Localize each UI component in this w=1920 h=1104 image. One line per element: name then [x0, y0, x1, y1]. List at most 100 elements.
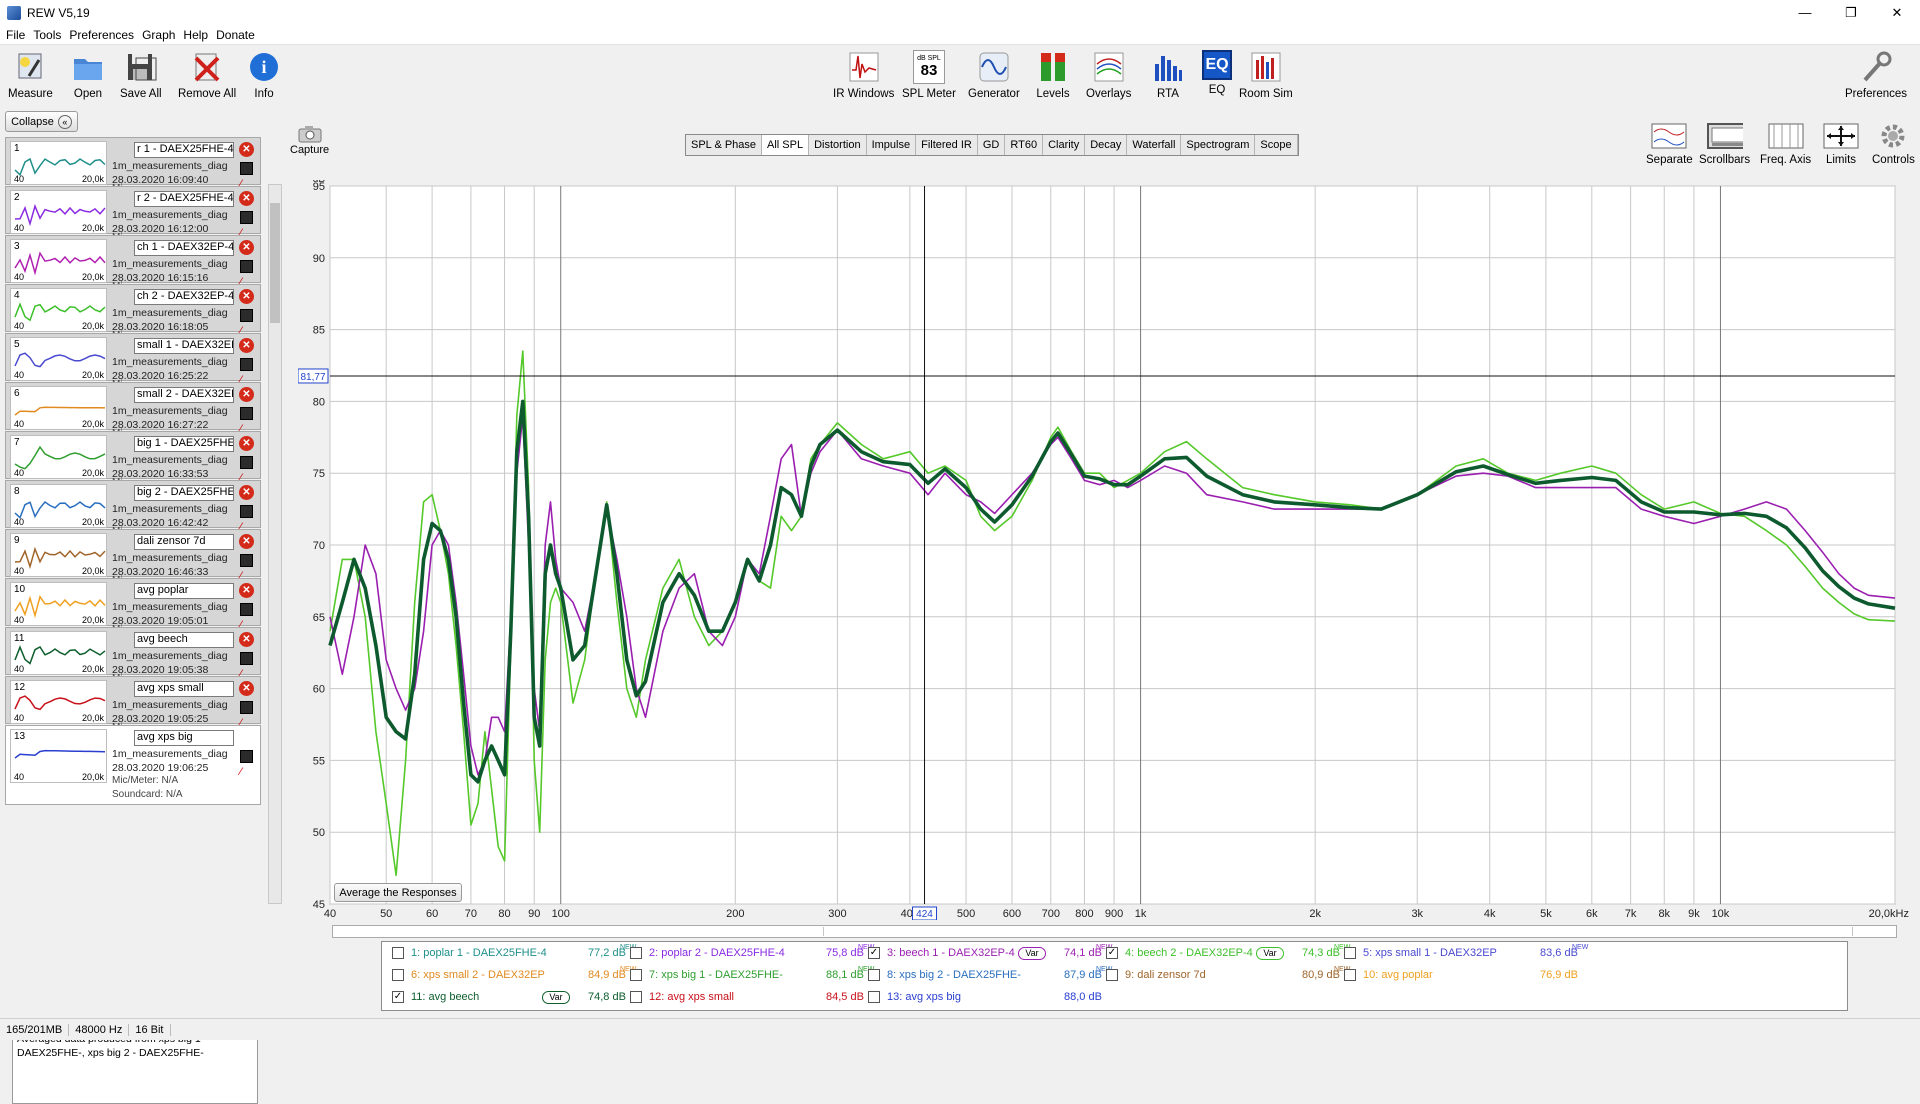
edit-info-icon[interactable] — [240, 750, 253, 763]
info-button[interactable]: i Info — [246, 50, 282, 100]
remove-measurement-icon[interactable]: ✕ — [239, 240, 254, 255]
legend-item[interactable]: 9: dali zensor 7d 80,9 dB NEW — [1106, 966, 1350, 981]
measurement-name-field[interactable]: ch 1 - DAEX32EP-4 — [134, 240, 234, 256]
legend-item[interactable]: ✓ 4: beech 2 - DAEX32EP-4 Var 74,3 dB NEW — [1106, 944, 1350, 960]
measurement-name-field[interactable]: avg xps small — [134, 681, 234, 697]
capture-button[interactable]: Capture — [290, 124, 329, 156]
measurement-row[interactable]: 8 40 20,0k big 2 - DAEX25FHE- 1m_measurement… — [5, 480, 261, 537]
edit-info-icon[interactable] — [240, 652, 253, 665]
preferences-button[interactable]: Preferences — [1845, 50, 1907, 100]
remove-measurement-icon[interactable]: ✕ — [239, 436, 254, 451]
measurements-scrollbar[interactable] — [268, 184, 282, 904]
tab-filtered-ir[interactable]: Filtered IR — [916, 135, 978, 155]
eq-button[interactable]: EQ EQ — [1202, 50, 1232, 96]
measurement-name-field[interactable]: big 2 - DAEX25FHE- — [134, 485, 234, 501]
generator-button[interactable]: Generator — [968, 50, 1020, 100]
measurement-row[interactable]: 9 40 20,0k dali zensor 7d 1m_measurements_di… — [5, 529, 261, 586]
menu-preferences[interactable]: Preferences — [69, 27, 135, 42]
remove-measurement-icon[interactable]: ✕ — [239, 681, 254, 696]
measurement-row[interactable]: 1 40 20,0k r 1 - DAEX25FHE-4 1m_measurements… — [5, 137, 261, 194]
measurement-row[interactable]: 13 40 20,0k avg xps big 1m_measurements_diag… — [5, 725, 261, 805]
legend-checkbox[interactable] — [1344, 947, 1356, 959]
legend-checkbox[interactable] — [868, 969, 880, 981]
legend-checkbox[interactable]: ✓ — [868, 947, 880, 959]
separate-button[interactable]: Separate — [1646, 122, 1693, 166]
legend-checkbox[interactable] — [392, 947, 404, 959]
legend-checkbox[interactable]: ✓ — [392, 991, 404, 1003]
variable-smoothing-badge[interactable]: Var — [1018, 946, 1046, 960]
edit-info-icon[interactable] — [240, 358, 253, 371]
tab-waterfall[interactable]: Waterfall — [1127, 135, 1182, 155]
measurement-name-field[interactable]: avg xps big — [134, 730, 234, 746]
legend-item[interactable]: 13: avg xps big 88,0 dB — [868, 991, 1102, 1003]
scrollbars-button[interactable]: Scrollbars — [1699, 122, 1750, 166]
legend-checkbox[interactable] — [630, 969, 642, 981]
tab-all-spl[interactable]: All SPL — [762, 135, 810, 155]
restore-icon[interactable]: ❐ — [1845, 4, 1857, 20]
remove-measurement-icon[interactable]: ✕ — [239, 534, 254, 549]
variable-smoothing-badge[interactable]: Var — [1256, 946, 1284, 960]
tab-clarity[interactable]: Clarity — [1043, 135, 1086, 155]
edit-info-icon[interactable] — [240, 211, 253, 224]
remove-measurement-icon[interactable]: ✕ — [239, 485, 254, 500]
menu-tools[interactable]: Tools — [33, 27, 62, 42]
open-button[interactable]: Open — [70, 50, 106, 100]
ir-windows-button[interactable]: IR Windows — [833, 50, 894, 100]
tab-gd[interactable]: GD — [978, 135, 1006, 155]
legend-item[interactable]: 10: avg poplar 76,9 dB — [1344, 969, 1578, 981]
measurement-name-field[interactable]: dali zensor 7d — [134, 534, 234, 550]
overlays-button[interactable]: Overlays — [1086, 50, 1131, 100]
controls-button[interactable]: Controls — [1872, 122, 1915, 166]
remove-measurement-icon[interactable]: ✕ — [239, 632, 254, 647]
frequency-scrollbar[interactable] — [332, 925, 1897, 938]
levels-button[interactable]: Levels — [1035, 50, 1071, 100]
rta-button[interactable]: RTA — [1150, 50, 1186, 100]
measurement-row[interactable]: 12 40 20,0k avg xps small 1m_measurements_di… — [5, 676, 261, 733]
spl-graph[interactable]: 95 90 85 80 75 70 65 60 55 50 45 dB 40 50 60 70 80 90 100 2… — [298, 180, 1920, 920]
menu-help[interactable]: Help — [183, 27, 209, 42]
measurement-name-field[interactable]: small 2 - DAEX32EP — [134, 387, 234, 403]
tab-spectrogram[interactable]: Spectrogram — [1181, 135, 1256, 155]
measurement-row[interactable]: 2 40 20,0k r 2 - DAEX25FHE-4 1m_measurements… — [5, 186, 261, 243]
room-sim-button[interactable]: Room Sim — [1239, 50, 1293, 100]
remove-measurement-icon[interactable]: ✕ — [239, 289, 254, 304]
legend-item[interactable]: 2: poplar 2 - DAEX25FHE-4 75,8 dB NEW — [630, 944, 874, 959]
legend-checkbox[interactable]: ✓ — [1106, 947, 1118, 959]
legend-item[interactable]: 5: xps small 1 - DAEX32EP 83,6 dB NEW — [1344, 944, 1588, 959]
remove-measurement-icon[interactable]: ✕ — [239, 387, 254, 402]
remove-measurement-icon[interactable]: ✕ — [239, 338, 254, 353]
remove-all-button[interactable]: Remove All — [178, 50, 236, 100]
edit-info-icon[interactable] — [240, 260, 253, 273]
legend-item[interactable]: 1: poplar 1 - DAEX25FHE-4 77,2 dB NEW — [392, 944, 636, 959]
tab-impulse[interactable]: Impulse — [867, 135, 917, 155]
save-all-button[interactable]: Save All — [120, 50, 162, 100]
edit-info-icon[interactable] — [240, 309, 253, 322]
measurement-row[interactable]: 11 40 20,0k avg beech 1m_measurements_diag 28… — [5, 627, 261, 684]
tab-spl-phase[interactable]: SPL & Phase — [686, 135, 763, 155]
legend-item[interactable]: 12: avg xps small 84,5 dB — [630, 991, 864, 1003]
legend-checkbox[interactable] — [392, 969, 404, 981]
legend-item[interactable]: 6: xps small 2 - DAEX32EP 84,9 dB NEW — [392, 966, 636, 981]
remove-measurement-icon[interactable]: ✕ — [239, 583, 254, 598]
limits-button[interactable]: Limits — [1823, 122, 1859, 166]
legend-item[interactable]: 8: xps big 2 - DAEX25FHE- 87,9 dB NEW — [868, 966, 1112, 981]
remove-measurement-icon[interactable]: ✕ — [239, 142, 254, 157]
menu-file[interactable]: File — [6, 27, 26, 42]
average-responses-button[interactable]: Average the Responses — [334, 883, 462, 902]
frequency-scrollbar-thumb[interactable] — [823, 927, 1853, 936]
tab-decay[interactable]: Decay — [1085, 135, 1128, 155]
tab-scope[interactable]: Scope — [1255, 135, 1298, 155]
edit-info-icon[interactable] — [240, 603, 253, 616]
edit-info-icon[interactable] — [240, 162, 253, 175]
measurement-row[interactable]: 4 40 20,0k ch 2 - DAEX32EP-4 1m_measurements… — [5, 284, 261, 341]
measurement-name-field[interactable]: big 1 - DAEX25FHE- — [134, 436, 234, 452]
menu-donate[interactable]: Donate — [216, 27, 255, 42]
measure-button[interactable]: Measure — [8, 50, 53, 100]
edit-info-icon[interactable] — [240, 554, 253, 567]
close-icon[interactable]: ✕ — [1891, 4, 1903, 20]
legend-checkbox[interactable] — [1106, 969, 1118, 981]
legend-checkbox[interactable] — [630, 991, 642, 1003]
measurement-name-field[interactable]: r 1 - DAEX25FHE-4 — [134, 142, 234, 158]
measurement-row[interactable]: 7 40 20,0k big 1 - DAEX25FHE- 1m_measurement… — [5, 431, 261, 488]
legend-checkbox[interactable] — [1344, 969, 1356, 981]
